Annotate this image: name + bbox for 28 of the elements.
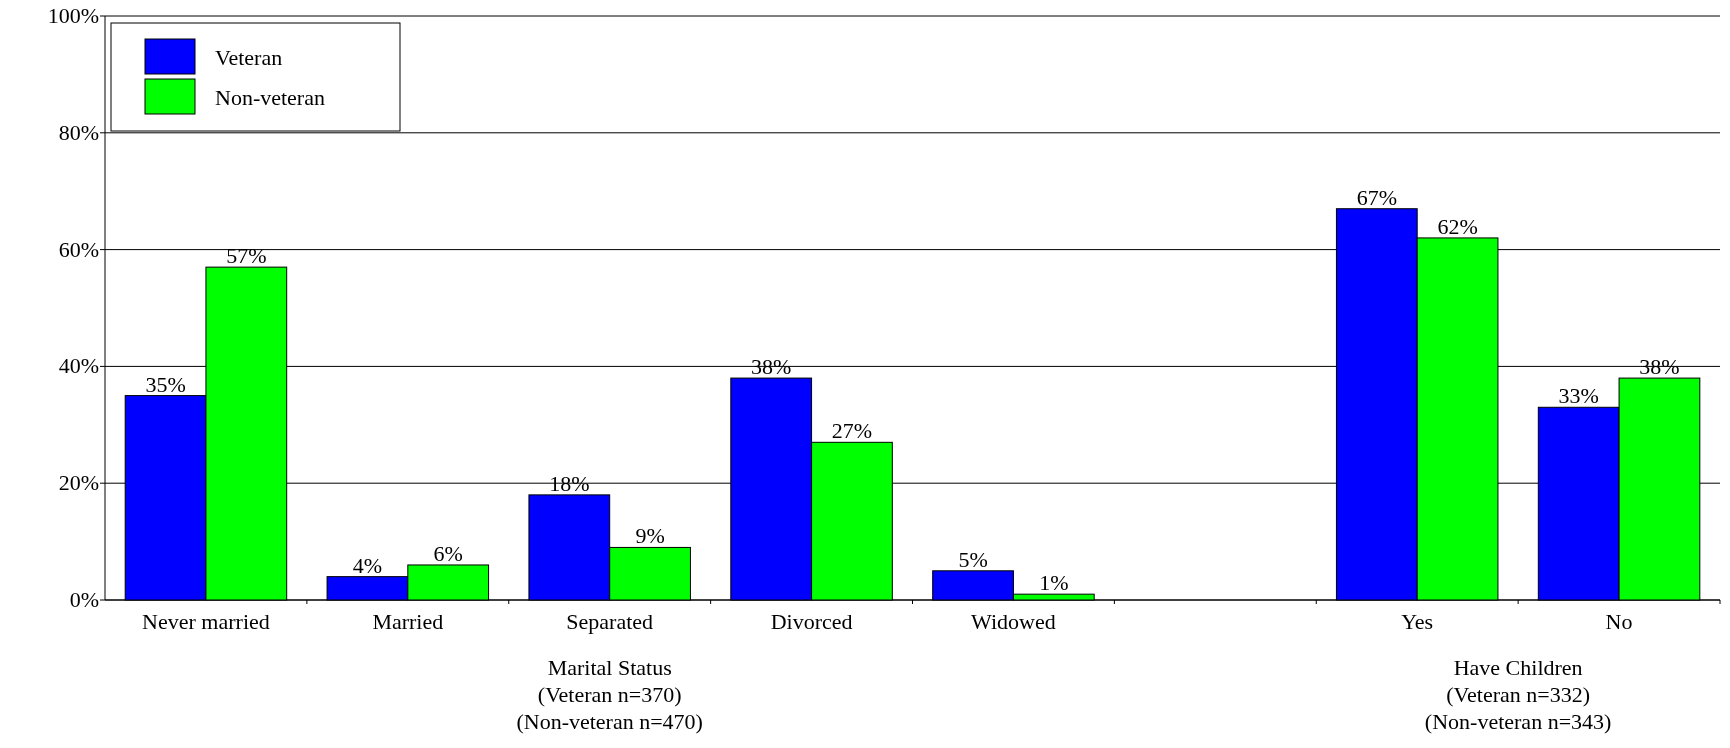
text: Marital Status (Veteran n=370) (Non-veteran n=470) xyxy=(516,655,703,734)
x-tick-label: Yes xyxy=(1401,609,1434,634)
y-tick-label: 40% xyxy=(58,353,99,379)
y-tick-label: 60% xyxy=(58,236,99,262)
y-tick-label: 80% xyxy=(58,119,99,145)
legend-label: Veteran xyxy=(215,45,283,70)
data-label: 9% xyxy=(635,523,665,549)
data-label: 6% xyxy=(433,540,463,566)
data-label: 62% xyxy=(1437,213,1478,239)
data-label: 57% xyxy=(226,243,267,269)
x-tick-label: Married xyxy=(372,609,444,634)
data-label: 67% xyxy=(1356,184,1397,210)
data-label: 35% xyxy=(145,371,186,397)
y-tick-label: 0% xyxy=(69,587,99,612)
data-label: 4% xyxy=(352,552,383,578)
legend-label: Non-veteran xyxy=(215,85,325,110)
x-tick-label: Separated xyxy=(566,609,654,634)
y-tick-label: 20% xyxy=(58,470,99,496)
x-tick-label: No xyxy=(1605,609,1633,634)
y-tick-label: 100% xyxy=(47,3,99,28)
x-tick-label: Divorced xyxy=(770,609,853,634)
x-tick-label: Never married xyxy=(142,609,270,634)
x-tick-label: Widowed xyxy=(971,609,1056,634)
text: Have Children (Veteran n=332) (Non-veteran n=343) xyxy=(1424,655,1612,734)
data-label: 33% xyxy=(1558,383,1599,409)
data-label: 1% xyxy=(1039,570,1069,596)
data-label: 5% xyxy=(958,546,988,572)
data-label: 27% xyxy=(831,418,873,444)
